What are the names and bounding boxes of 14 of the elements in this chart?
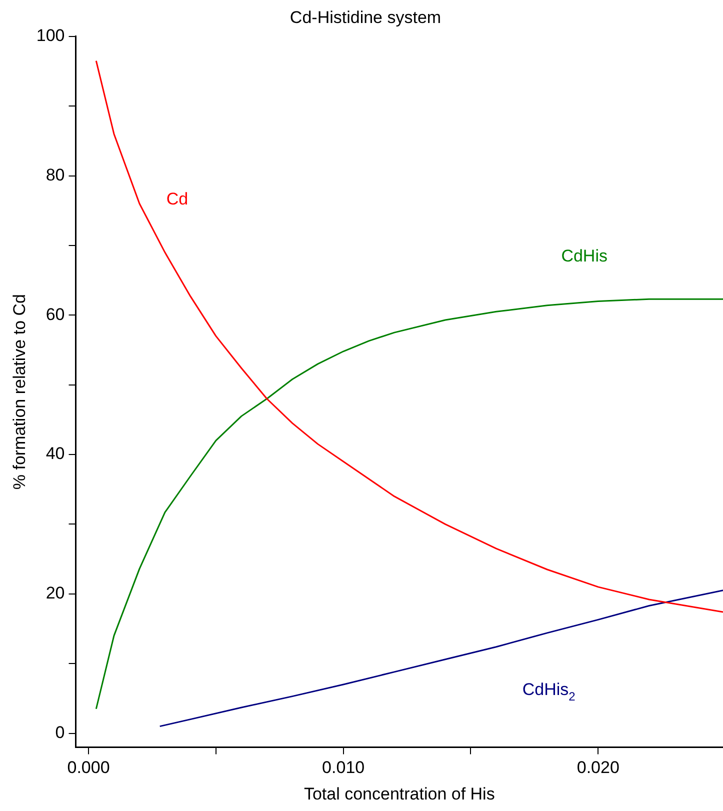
chart-title: Cd-Histidine system [290,8,442,27]
y-tick-label: 20 [46,584,65,603]
y-tick-label: 100 [36,26,65,46]
y-tick-label: 0 [55,722,65,742]
text: CdHis [561,246,608,266]
x-tick-label: 0.000 [67,758,110,778]
series-label: Cd [166,190,188,209]
y-tick-label: 40 [46,444,65,464]
y-tick-label: 60 [46,304,65,324]
x-axis-title: Total concentration of His [304,784,495,804]
x-tick-label: 0.020 [576,758,620,778]
y-tick-label: 80 [46,165,65,184]
x-tick-label: 0.010 [322,758,365,778]
y-axis-title: % formation relative to Cd [10,294,29,490]
